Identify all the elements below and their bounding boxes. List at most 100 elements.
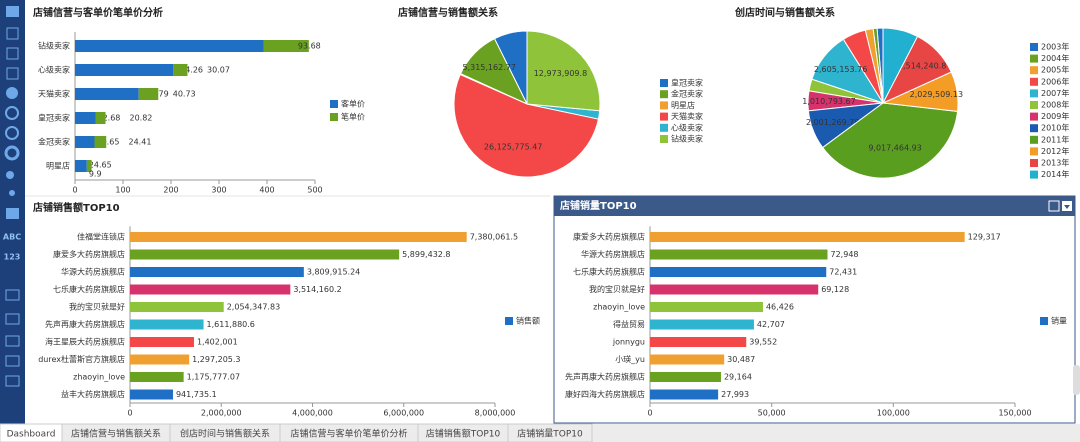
legend-label: 2004年 (1041, 53, 1069, 63)
icon[interactable] (4, 145, 20, 161)
data-label: 24.41 (129, 138, 152, 147)
bar (130, 372, 184, 382)
icon[interactable] (5, 106, 19, 120)
x-tick-label: 2,000,000 (201, 409, 242, 418)
y-tick-label: 康爱多大药房旗舰店 (53, 249, 125, 259)
bar (650, 232, 965, 242)
icon[interactable] (5, 289, 20, 301)
y-tick-label: 天猫卖家 (38, 89, 70, 99)
bar (94, 136, 107, 148)
x-tick-label: 50,000 (758, 409, 786, 418)
icon[interactable] (9, 190, 15, 196)
legend-swatch (1030, 54, 1038, 63)
legend-swatch (1030, 77, 1038, 86)
icon[interactable] (6, 87, 18, 99)
y-tick-label: 明星店 (46, 161, 70, 171)
data-label: 20.82 (129, 114, 152, 123)
maximize-button[interactable] (1048, 200, 1060, 212)
data-label: 1,010,793.67 (802, 97, 855, 106)
panel-header (554, 196, 1075, 216)
bar (130, 249, 400, 260)
bar (650, 284, 819, 295)
tab-label[interactable]: 店铺销售额TOP10 (426, 428, 501, 440)
bar (138, 88, 159, 100)
chart-title: 店铺信营与客单价笔单价分析 (33, 6, 163, 19)
legend-label: 天猫卖家 (671, 111, 703, 121)
icon[interactable] (6, 47, 19, 60)
legend-label: 2011年 (1041, 134, 1069, 144)
data-label: 204.26 (175, 66, 203, 75)
bar (75, 88, 139, 100)
y-tick-label: 我的宝贝就是好 (589, 284, 645, 294)
data-label: 46,426 (766, 303, 794, 312)
legend-swatch (660, 135, 668, 143)
legend-label: 2007年 (1041, 88, 1069, 98)
x-tick-label: 200 (163, 186, 178, 195)
y-tick-label: 先声再康大药房旗舰店 (565, 372, 645, 382)
legend-label: 2005年 (1041, 65, 1069, 75)
data-label: 12,973,909.8 (534, 69, 587, 78)
legend-swatch (660, 123, 668, 132)
legend-swatch (660, 101, 668, 110)
icon[interactable] (5, 126, 19, 140)
icon[interactable] (5, 375, 20, 387)
bar (130, 302, 224, 312)
bar (75, 64, 174, 76)
tab[interactable] (507, 423, 593, 442)
sidebar-label[interactable]: ABC (3, 233, 21, 242)
data-label: 1,611,880.6 (207, 320, 255, 329)
icon[interactable] (5, 313, 20, 325)
icon[interactable] (5, 335, 20, 347)
tab-label[interactable]: 店铺信营与客单价笔单价分析 (290, 428, 407, 440)
data-label: 3,514,160.2 (293, 285, 341, 294)
legend-label: 2014年 (1041, 169, 1069, 179)
legend-swatch (1030, 159, 1038, 167)
x-tick-label: 8,000,000 (475, 409, 516, 418)
bar (75, 136, 95, 148)
data-label: 1,402,001 (197, 338, 238, 347)
bar (650, 372, 721, 382)
data-label: 2,054,347.83 (227, 303, 280, 312)
tab-label[interactable]: 创店时间与销售额关系 (180, 428, 270, 440)
icon[interactable] (5, 355, 20, 367)
x-tick-label: 0 (72, 186, 77, 195)
scrollbar[interactable] (1073, 365, 1080, 395)
legend-swatch (1030, 147, 1038, 156)
bar (263, 40, 309, 52)
bar (75, 112, 96, 124)
legend-swatch (660, 90, 668, 99)
legend-label: 皇冠卖家 (671, 78, 703, 88)
data-label: 129,317 (968, 233, 1001, 242)
data-label: 39,552 (749, 338, 777, 347)
bar (650, 249, 828, 260)
x-tick-label: 400 (259, 186, 274, 195)
icon[interactable] (6, 6, 19, 17)
tab-label[interactable]: Dashboard (7, 430, 56, 440)
icon[interactable] (6, 171, 14, 179)
data-label: 1,175,777.07 (187, 373, 240, 382)
data-label: 69,128 (821, 285, 849, 294)
icon[interactable] (6, 27, 19, 40)
legend-swatch (1030, 170, 1038, 179)
data-label: 40.65 (97, 138, 120, 147)
y-tick-label: 海王星辰大药房旗舰店 (45, 337, 125, 347)
legend-label: 笔单价 (341, 112, 365, 122)
data-label: 941,735.1 (176, 390, 217, 399)
data-label: 9.9 (89, 170, 102, 179)
y-tick-label: 皇冠卖家 (38, 113, 70, 123)
pie-slice (882, 27, 919, 104)
icon[interactable] (6, 208, 19, 219)
data-label: 2,029,509.13 (910, 90, 963, 99)
legend-label: 2010年 (1041, 123, 1069, 133)
x-tick-label: 0 (127, 409, 132, 418)
legend-swatch (330, 100, 338, 108)
legend-label: 2003年 (1041, 42, 1069, 52)
sidebar-label[interactable]: 123 (4, 253, 21, 262)
x-tick-label: 100 (115, 186, 130, 195)
y-tick-label: zhaoyin_love (73, 373, 125, 382)
icon[interactable] (6, 67, 19, 80)
tab-label[interactable]: 店铺销量TOP10 (517, 428, 583, 440)
pie-slice (526, 30, 601, 112)
legend-swatch (1030, 66, 1038, 75)
tab-label[interactable]: 店铺信营与销售额关系 (71, 428, 161, 440)
